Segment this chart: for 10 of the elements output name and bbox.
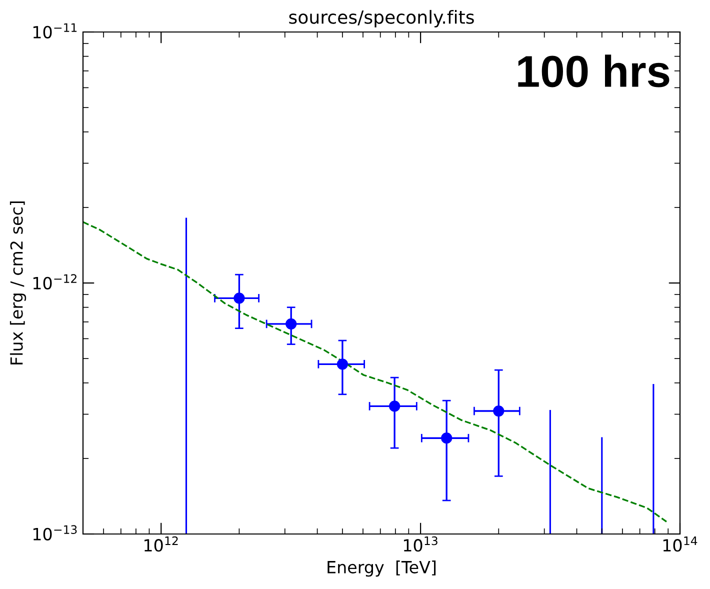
x-tick-label: 10$^{14}$ (663, 536, 698, 552)
chart-title: sources/speconly.fits (289, 10, 474, 28)
y-tick-label: 10$^{−13}$ (33, 525, 77, 540)
x-axis-title: Energy [TeV] (328, 560, 436, 577)
y-axis-title: Flux [erg / cm2 sec] (10, 201, 26, 364)
y-tick-label: 10$^{−11}$ (33, 23, 77, 38)
annotation: 100 hrs (518, 54, 670, 88)
y-tick-label: 10$^{−12}$ (33, 274, 76, 290)
x-tick-label: 10$^{13}$ (404, 536, 438, 552)
x-tick-label: 10$^{12}$ (144, 536, 178, 552)
